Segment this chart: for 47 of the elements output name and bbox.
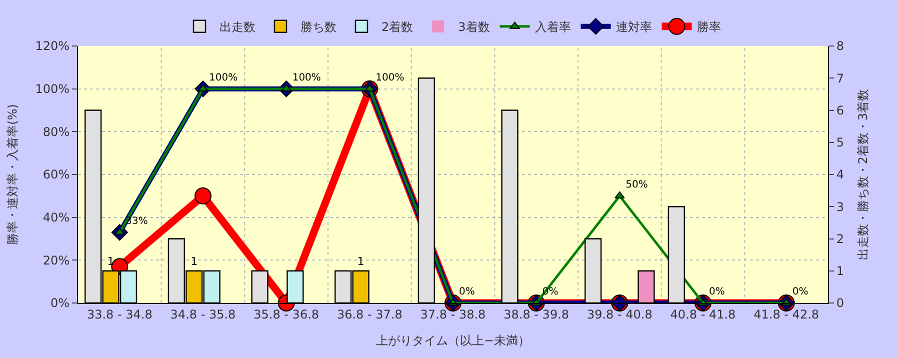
legend-label: 2着数 [382,20,414,34]
x-tick-label: 36.8 - 37.8 [336,307,402,322]
data-label: 100% [209,72,238,84]
legend-label: 出走数 [220,20,256,34]
y2-tick-label: 1 [836,264,844,278]
x-tick-label: 34.8 - 35.8 [170,307,236,322]
y2-tick-label: 3 [836,200,844,214]
data-label: 1 [107,254,114,268]
data-label: 0% [792,286,808,298]
legend-label: 入着率 [534,20,571,34]
y-tick-label: 120% [35,39,70,54]
y2-tick-label: 6 [836,103,844,118]
data-label: 100% [376,72,404,84]
x-tick-label: 41.8 - 42.8 [754,307,820,322]
data-label: 1 [190,254,198,268]
y-tick-label: 0% [50,296,70,310]
y2-tick-label: 7 [836,71,844,86]
y-tick-label: 100% [35,82,70,96]
data-label: 100% [292,72,321,84]
x-tick-label: 35.8 - 36.8 [254,307,320,322]
y2-tick-label: 0 [836,296,844,310]
legend-label: 3着数 [458,20,490,34]
y2-tick-label: 5 [836,136,844,150]
y2-axis-title: 出走数・勝ち数・2着数・3着数 [856,88,870,260]
y2-tick-label: 8 [836,39,844,54]
data-label: 50% [626,179,648,190]
x-axis-title: 上がりタイム（以上−未満） [376,333,530,348]
legend-label: 勝ち数 [300,20,336,34]
y2-tick-label: 4 [836,168,844,182]
data-label: 0% [459,286,475,298]
point [194,187,212,204]
x-tick-label: 39.8 - 40.8 [586,307,652,322]
y2-tick-label: 2 [836,232,844,246]
x-tick-label: 40.8 - 41.8 [670,307,736,322]
y-tick-label: 60% [42,168,70,182]
x-tick-label: 33.8 - 34.8 [86,307,152,322]
legend-label: 勝率 [696,20,721,34]
y-tick-label: 80% [42,124,70,139]
y-axis-title: 勝率・連対率・入着率(%) [6,104,20,245]
y-tick-label: 20% [42,253,70,268]
legend-label: 連対率 [616,20,652,34]
data-label: 0% [709,286,725,298]
point [614,191,625,198]
data-label: 1 [357,254,364,268]
x-tick-label: 38.8 - 39.8 [504,307,570,322]
y-tick-label: 40% [42,210,70,225]
x-tick-label: 37.8 - 38.8 [420,307,486,322]
